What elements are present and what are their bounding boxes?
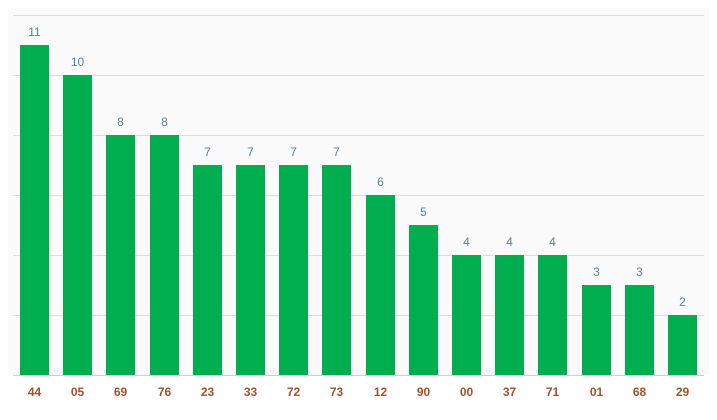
x-tick-label-72: 72 [287, 385, 301, 399]
value-label-76: 8 [161, 115, 168, 129]
x-tick-label-33: 33 [244, 385, 258, 399]
value-label-01: 3 [593, 265, 600, 279]
bar-72[interactable] [279, 165, 308, 375]
x-tick-label-37: 37 [503, 385, 517, 399]
x-tick-label-01: 01 [590, 385, 604, 399]
bar-68[interactable] [625, 285, 654, 375]
value-label-29: 2 [679, 295, 686, 309]
x-tick-label-44: 44 [28, 385, 42, 399]
bar-71[interactable] [538, 255, 567, 375]
value-label-37: 4 [506, 235, 513, 249]
bar-01[interactable] [582, 285, 611, 375]
value-label-23: 7 [204, 145, 211, 159]
value-label-69: 8 [117, 115, 124, 129]
value-label-72: 7 [290, 145, 297, 159]
x-axis-tick-labels: 44 05 69 76 23 33 72 73 12 90 00 37 71 01 68 29 [28, 385, 690, 399]
x-tick-label-00: 00 [460, 385, 474, 399]
x-tick-label-68: 68 [633, 385, 647, 399]
value-label-71: 4 [549, 235, 556, 249]
x-tick-label-23: 23 [201, 385, 215, 399]
bar-05[interactable] [63, 75, 92, 375]
value-label-33: 7 [247, 145, 254, 159]
bar-33[interactable] [236, 165, 265, 375]
bar-00[interactable] [452, 255, 481, 375]
x-tick-label-73: 73 [330, 385, 344, 399]
bar-37[interactable] [495, 255, 524, 375]
value-label-44: 11 [28, 25, 41, 39]
x-tick-label-29: 29 [676, 385, 690, 399]
x-tick-label-90: 90 [417, 385, 431, 399]
value-label-68: 3 [636, 265, 643, 279]
value-labels: 11 10 8 8 7 7 7 7 6 5 4 4 4 3 3 2 [28, 25, 686, 309]
bar-73[interactable] [322, 165, 351, 375]
bar-12[interactable] [366, 195, 395, 375]
x-tick-label-05: 05 [71, 385, 85, 399]
bar-90[interactable] [409, 225, 438, 375]
value-label-12: 6 [377, 175, 384, 189]
x-tick-label-69: 69 [114, 385, 128, 399]
value-label-73: 7 [333, 145, 340, 159]
bar-29[interactable] [668, 315, 697, 375]
bars [20, 45, 697, 375]
x-tick-label-71: 71 [546, 385, 560, 399]
value-label-90: 5 [420, 205, 427, 219]
value-label-05: 10 [71, 55, 85, 69]
bar-23[interactable] [193, 165, 222, 375]
bar-76[interactable] [150, 135, 179, 375]
x-tick-label-76: 76 [158, 385, 172, 399]
x-tick-label-12: 12 [374, 385, 388, 399]
bar-44[interactable] [20, 45, 49, 375]
value-label-00: 4 [463, 235, 470, 249]
bar-69[interactable] [106, 135, 135, 375]
